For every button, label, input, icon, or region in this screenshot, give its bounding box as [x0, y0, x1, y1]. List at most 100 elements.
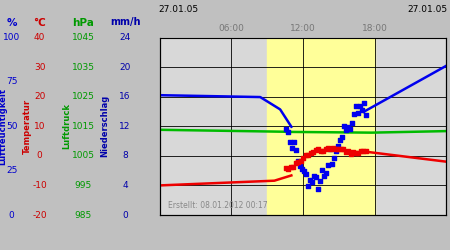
Point: [290, 165, 297, 169]
Text: 50: 50: [6, 122, 18, 131]
Point: [306, 178, 313, 182]
Point: [297, 159, 305, 163]
Text: 985: 985: [75, 210, 92, 220]
Point: [320, 149, 327, 153]
Point: [332, 147, 339, 151]
Point: [360, 150, 367, 154]
Point: [350, 112, 357, 116]
Point: [348, 121, 356, 125]
Point: [295, 160, 302, 164]
Text: 16: 16: [119, 92, 131, 101]
Text: Luftdruck: Luftdruck: [62, 103, 71, 149]
Point: [288, 146, 296, 150]
Text: mm/h: mm/h: [110, 18, 140, 28]
Point: [324, 163, 331, 167]
Point: [332, 148, 339, 152]
Point: [284, 130, 292, 134]
Point: [340, 147, 347, 151]
Point: [327, 148, 334, 152]
Text: 995: 995: [75, 181, 92, 190]
Text: 1015: 1015: [72, 122, 95, 131]
Point: [350, 150, 357, 154]
Point: [337, 147, 344, 151]
Point: [305, 153, 312, 157]
Text: 12: 12: [119, 122, 131, 131]
Point: [286, 140, 293, 144]
Text: 25: 25: [6, 166, 18, 175]
Point: [338, 135, 345, 139]
Point: [328, 162, 335, 166]
Text: 4: 4: [122, 181, 128, 190]
Point: [282, 127, 289, 131]
Point: [362, 114, 369, 117]
Text: 0: 0: [9, 210, 14, 220]
Point: [315, 147, 322, 151]
Point: [352, 151, 359, 155]
Point: [357, 149, 364, 153]
Text: 75: 75: [6, 78, 18, 86]
Text: 20: 20: [34, 92, 45, 101]
Point: [308, 180, 315, 184]
Text: 27.01.05: 27.01.05: [158, 6, 198, 15]
Text: 1005: 1005: [72, 151, 95, 160]
Point: [312, 148, 319, 152]
Point: [318, 168, 325, 172]
Point: [316, 179, 324, 183]
Point: [335, 147, 342, 151]
Point: [362, 150, 369, 154]
Point: [322, 147, 329, 151]
Text: 1045: 1045: [72, 33, 94, 42]
Point: [302, 153, 310, 157]
Point: [342, 128, 349, 132]
Text: 40: 40: [34, 33, 45, 42]
Point: [326, 147, 333, 151]
Point: [294, 160, 302, 164]
Text: hPa: hPa: [72, 18, 94, 28]
Point: [344, 124, 351, 128]
Point: [340, 124, 347, 128]
Point: [356, 104, 363, 108]
Bar: [267, 38, 375, 215]
Text: Niederschlag: Niederschlag: [100, 95, 109, 158]
Point: [330, 156, 338, 160]
Text: 30: 30: [34, 62, 45, 72]
Point: [300, 169, 307, 173]
Text: Erstellt: 08.01.2012 00:17: Erstellt: 08.01.2012 00:17: [168, 201, 268, 210]
Point: [296, 164, 303, 168]
Point: [346, 127, 353, 131]
Point: [360, 102, 367, 105]
Point: [347, 152, 354, 156]
Text: %: %: [6, 18, 17, 28]
Text: 20: 20: [119, 62, 131, 72]
Point: [330, 146, 337, 150]
Point: [300, 156, 307, 160]
Text: Temperatur: Temperatur: [22, 99, 32, 154]
Point: [336, 138, 343, 142]
Point: [354, 111, 361, 115]
Point: [290, 140, 297, 144]
Text: -20: -20: [32, 210, 47, 220]
Point: [317, 149, 324, 153]
Point: [282, 166, 289, 170]
Text: -10: -10: [32, 181, 47, 190]
Point: [334, 144, 341, 148]
Text: 1035: 1035: [72, 62, 95, 72]
Point: [307, 151, 315, 155]
Text: °C: °C: [33, 18, 46, 28]
Text: 1025: 1025: [72, 92, 94, 101]
Point: [292, 162, 299, 166]
Text: 8: 8: [122, 151, 128, 160]
Point: [287, 165, 294, 169]
Text: 0: 0: [37, 151, 42, 160]
Point: [302, 172, 310, 176]
Text: 24: 24: [120, 33, 131, 42]
Point: [312, 176, 319, 180]
Point: [310, 150, 317, 154]
Point: [322, 171, 329, 175]
Point: [324, 146, 332, 150]
Text: 0: 0: [122, 210, 128, 220]
Point: [358, 108, 365, 112]
Point: [355, 151, 362, 155]
Point: [320, 174, 327, 178]
Text: 100: 100: [3, 33, 20, 42]
